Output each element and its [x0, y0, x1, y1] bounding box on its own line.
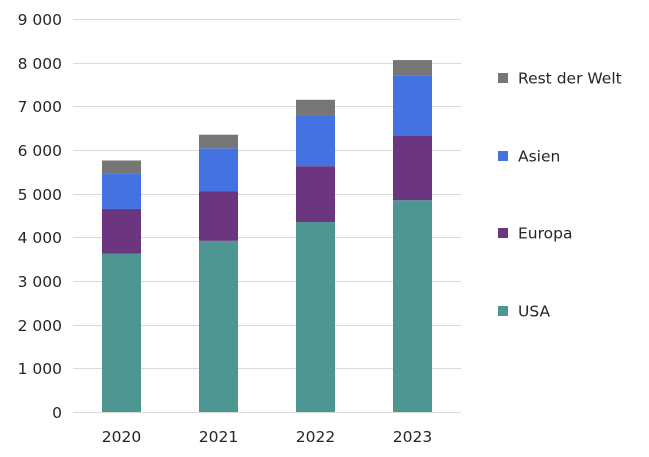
y-tick-label: 6 000	[18, 142, 62, 160]
bar-rest-der-welt-2022	[296, 99, 335, 116]
x-tick-label: 2021	[199, 428, 238, 446]
bar-rest-der-welt-2023	[393, 60, 432, 76]
bar-asien-2022	[296, 115, 335, 167]
x-tick-label: 2023	[393, 428, 432, 446]
bar-asien-2023	[393, 75, 432, 136]
x-tick-label: 2020	[102, 428, 141, 446]
bar-usa-2021	[199, 240, 238, 412]
legend-swatch-europa	[498, 228, 508, 238]
bar-europa-2020	[102, 208, 141, 254]
bar-europa-2023	[393, 135, 432, 201]
bar-asien-2020	[102, 173, 141, 209]
bar-rest-der-welt-2020	[102, 160, 141, 174]
bar-usa-2023	[393, 200, 432, 412]
legend-label-europa: Europa	[518, 225, 572, 243]
bar-usa-2022	[296, 222, 335, 412]
bar-europa-2021	[199, 191, 238, 241]
y-tick-label: 3 000	[18, 273, 62, 291]
bar-europa-2022	[296, 166, 335, 223]
y-axis-tick-labels: 0 1 000 2 000 3 000 4 000 5 000 6 000 7 000 8 00…	[18, 11, 62, 422]
y-tick-label: 1 000	[18, 360, 62, 378]
bar-usa-2020	[102, 253, 141, 412]
y-tick-label: 5 000	[18, 186, 62, 204]
x-axis-tick-labels: 2020 2021 2022 2023	[102, 428, 432, 446]
legend-label-usa: USA	[518, 303, 550, 321]
legend-swatch-rest-der-welt	[498, 73, 508, 83]
bar-rest-der-welt-2021	[199, 134, 238, 149]
y-tick-label: 4 000	[18, 229, 62, 247]
legend-label-rest-der-welt: Rest der Welt	[518, 70, 622, 88]
legend-swatch-asien	[498, 151, 508, 161]
bar-asien-2021	[199, 148, 238, 192]
y-tick-label: 7 000	[18, 98, 62, 116]
y-tick-label: 2 000	[18, 317, 62, 335]
y-tick-label: 0	[52, 404, 62, 422]
legend-label-asien: Asien	[518, 148, 560, 166]
legend: Rest der Welt Asien Europa USA	[498, 70, 622, 321]
y-tick-label: 8 000	[18, 55, 62, 73]
bars	[102, 60, 432, 412]
legend-swatch-usa	[498, 306, 508, 316]
x-tick-label: 2022	[296, 428, 335, 446]
y-tick-label: 9 000	[18, 11, 62, 29]
